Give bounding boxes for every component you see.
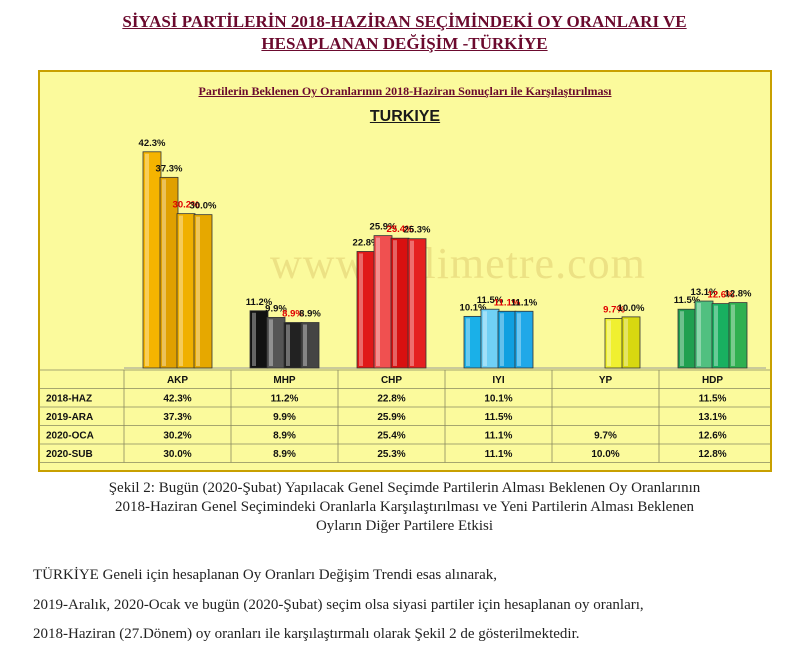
- bar-highlight: [359, 253, 363, 366]
- chart-frame: www.polimetre.com Partilerin Beklenen Oy…: [38, 70, 772, 472]
- bar-highlight: [624, 318, 628, 366]
- data-label: 10.0%: [618, 303, 645, 314]
- bar-akp-2020-sub: [193, 214, 213, 369]
- table-cell: 37.3%: [163, 412, 191, 423]
- body-paragraph-line: TÜRKİYE Geneli için hesaplanan Oy Oranla…: [33, 567, 498, 583]
- data-label: 12.6%: [708, 290, 735, 301]
- table-cell: 12.6%: [698, 431, 726, 442]
- bar-highlight: [466, 318, 470, 366]
- bar-highlight: [303, 324, 307, 366]
- data-label: 25.3%: [404, 225, 431, 236]
- table-cell: 11.1%: [485, 431, 513, 442]
- data-label: 37.3%: [156, 163, 183, 174]
- bar-highlight: [680, 311, 684, 366]
- data-label: 9.7%: [603, 304, 625, 315]
- data-label: 22.8%: [353, 237, 380, 248]
- table-cell: 42.3%: [163, 394, 191, 405]
- bar-hdp-2020-sub: [728, 302, 748, 369]
- data-label: 8.9%: [282, 309, 304, 320]
- table-cell: 25.9%: [377, 412, 405, 423]
- data-label: 30.2%: [173, 200, 200, 211]
- table-cell: 11.1%: [485, 449, 513, 460]
- table-header-iyi: IYI: [492, 375, 504, 386]
- data-label: 11.1%: [494, 297, 521, 308]
- caption-line: Oyların Diğer Partilere Etkisi: [315, 518, 494, 534]
- table-row-label: 2020-OCA: [46, 431, 94, 442]
- bar-highlight: [500, 313, 504, 366]
- data-label: 42.3%: [139, 138, 166, 149]
- figure-caption: Şekil 2: Bugün (2020-Şubat) Yapılacak Ge…: [40, 479, 769, 536]
- bar-chp-2020-sub: [407, 238, 427, 369]
- bar-highlight: [517, 313, 521, 366]
- table-cell: 9.9%: [273, 412, 296, 423]
- table-cell: 30.2%: [163, 431, 191, 442]
- table-cell: 11.2%: [271, 394, 299, 405]
- table-header-hdp: HDP: [702, 375, 723, 386]
- data-label: 12.8%: [725, 289, 752, 300]
- chart-subtitle: TURKIYE: [369, 108, 441, 125]
- table-header-yp: YP: [599, 375, 613, 386]
- table-cell: 11.5%: [699, 394, 727, 405]
- caption-line: Şekil 2: Bugün (2020-Şubat) Yapılacak Ge…: [108, 480, 701, 496]
- bar-highlight: [162, 179, 166, 366]
- table-header-mhp: MHP: [273, 375, 296, 386]
- bar-highlight: [393, 240, 397, 366]
- bar-highlight: [145, 153, 149, 366]
- data-label: 11.5%: [477, 295, 504, 306]
- bar-highlight: [196, 216, 200, 366]
- data-label: 11.2%: [246, 297, 273, 308]
- bar-highlight: [483, 311, 487, 366]
- bar-highlight: [697, 303, 701, 366]
- data-table-bg: [40, 370, 770, 463]
- bar-highlight: [269, 319, 273, 366]
- table-cell: 9.7%: [594, 431, 617, 442]
- watermark: www.polimetre.com: [270, 239, 646, 288]
- table-cell: 22.8%: [377, 394, 405, 405]
- body-paragraph-line: 2018-Haziran (27.Dönem) oy oranları ile …: [33, 626, 580, 642]
- table-cell: 10.1%: [484, 394, 512, 405]
- data-label: 10.1%: [460, 302, 487, 313]
- table-cell: 12.8%: [698, 449, 726, 460]
- table-cell: 8.9%: [273, 449, 296, 460]
- data-label: 30.0%: [190, 201, 217, 212]
- data-label: 25.4%: [387, 224, 414, 235]
- table-cell: 8.9%: [273, 431, 296, 442]
- table-header-akp: AKP: [167, 375, 188, 386]
- bar-highlight: [410, 240, 414, 366]
- data-label: 13.1%: [691, 287, 718, 298]
- data-label: 9.9%: [265, 303, 287, 314]
- data-label: 11.5%: [674, 295, 701, 306]
- page-title-line-1: SİYASİ PARTİLERİN 2018-HAZİRAN SEÇİMİNDE…: [122, 12, 687, 31]
- table-cell: 11.5%: [485, 412, 513, 423]
- bar-highlight: [714, 305, 718, 366]
- bar-highlight: [607, 320, 611, 366]
- bar-iyi-2020-sub: [514, 310, 534, 369]
- table-cell: 25.4%: [377, 431, 405, 442]
- page-title-line-2: HESAPLANAN DEĞİŞİM -TÜRKİYE: [261, 34, 548, 53]
- bar-yp-2020-sub: [621, 316, 641, 369]
- bar-mhp-2020-sub: [300, 322, 320, 369]
- bar-chart: 42.3%37.3%30.2%30.0%11.2%9.9%8.9%8.9%22.…: [40, 138, 770, 463]
- bar-highlight: [179, 215, 183, 366]
- chart-title: Partilerin Beklenen Oy Oranlarının 2018-…: [198, 84, 612, 98]
- table-header-chp: CHP: [381, 375, 402, 386]
- bar-highlight: [252, 312, 256, 366]
- table-row-label: 2020-SUB: [46, 449, 93, 460]
- data-label: 11.1%: [511, 297, 538, 308]
- body-paragraph-line: 2019-Aralık, 2020-Ocak ve bugün (2020-Şu…: [33, 597, 644, 613]
- table-cell: 13.1%: [698, 412, 726, 423]
- data-label: 25.9%: [370, 222, 397, 233]
- bar-highlight: [286, 324, 290, 366]
- data-label: 8.9%: [299, 309, 321, 320]
- table-row-label: 2018-HAZ: [46, 394, 92, 405]
- table-cell: 30.0%: [163, 449, 191, 460]
- bar-highlight: [376, 237, 380, 366]
- bar-highlight: [731, 304, 735, 366]
- table-row-label: 2019-ARA: [46, 412, 93, 423]
- table-cell: 25.3%: [377, 449, 405, 460]
- table-cell: 10.0%: [591, 449, 619, 460]
- caption-line: 2018-Haziran Genel Seçimindeki Oranlarla…: [114, 499, 695, 515]
